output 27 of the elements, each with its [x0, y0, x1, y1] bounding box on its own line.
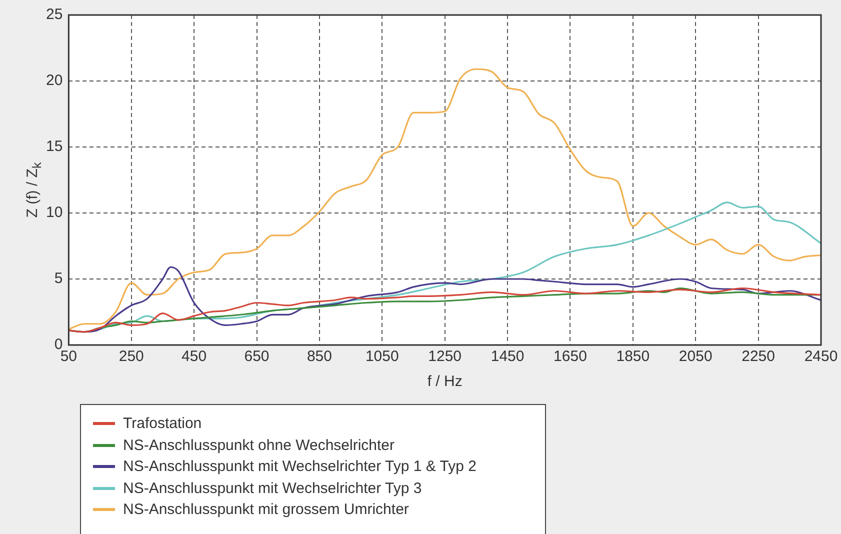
x-axis-title: f / Hz [427, 373, 462, 390]
x-tick-label: 50 [60, 348, 78, 366]
x-tick-label: 450 [182, 348, 207, 366]
line-series [68, 68, 821, 330]
y-tick-label: 5 [54, 270, 63, 288]
x-tick-label: 2050 [678, 348, 712, 366]
legend-label: NS-Anschlusspunkt mit grossem Umrichter [123, 501, 409, 518]
line-series [68, 287, 821, 333]
legend-label: Trafostation [123, 415, 202, 432]
x-tick-label: 2450 [804, 348, 838, 366]
legend-label: NS-Anschlusspunkt mit Wechselrichter Typ 3 [123, 480, 422, 497]
x-tick-label: 650 [244, 348, 270, 366]
y-tick-label: 25 [46, 6, 63, 24]
x-tick-label: 1250 [428, 348, 462, 366]
x-tick-label: 1650 [554, 348, 587, 366]
x-tick-label: 1050 [365, 348, 399, 366]
legend-label: NS-Anschlusspunkt mit Wechselrichter Typ 1 & Typ 2 [123, 458, 476, 476]
x-tick-label: 250 [118, 348, 144, 366]
y-tick-label: 20 [46, 72, 63, 90]
legend-label: NS-Anschlusspunkt ohne Wechselrichter [123, 436, 395, 454]
x-tick-label: 1850 [616, 348, 650, 366]
x-tick-label: 2250 [742, 348, 775, 366]
x-tick-label: 1450 [490, 348, 524, 366]
y-tick-label: 15 [46, 138, 63, 156]
y-tick-label: 0 [54, 336, 63, 354]
y-tick-label: 10 [46, 204, 63, 222]
x-tick-label: 850 [306, 348, 332, 366]
